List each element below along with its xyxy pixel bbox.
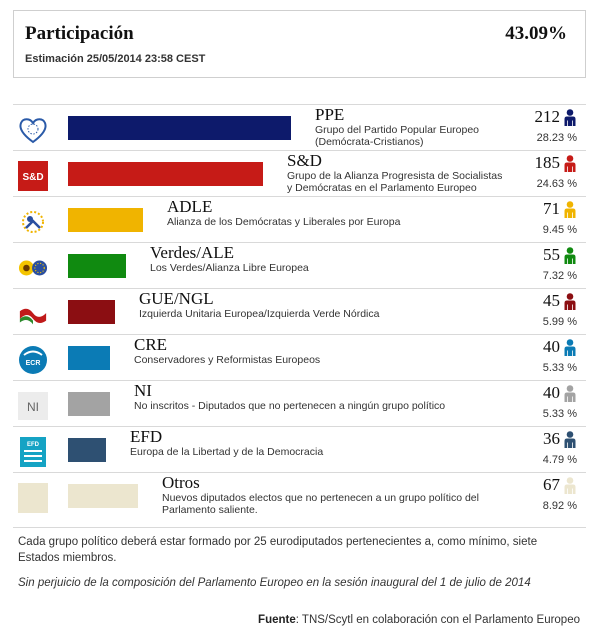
group-name-line1: Conservadores y Reformistas Europeos: [134, 354, 321, 366]
person-icon: [563, 155, 577, 172]
group-name-line1: Grupo del Partido Popular Europeo: [315, 124, 480, 136]
seat-count: 212: [534, 107, 561, 126]
seat-count: 40: [543, 383, 560, 402]
seat-count: 36: [543, 429, 560, 448]
group-name-line1: Europa de la Libertad y de la Democracia: [130, 446, 324, 458]
source-label: Fuente: [258, 614, 296, 626]
seat-share-bar: [68, 254, 126, 278]
group-code: S&D: [287, 151, 322, 170]
group-name-line2: (Demócrata-Cristianos): [315, 136, 424, 148]
seat-count: 71: [543, 199, 560, 218]
group-name-line1: Alianza de los Demócratas y Liberales po…: [167, 216, 401, 228]
seat-percentage: 4.79 %: [542, 454, 577, 466]
turnout-estimate: Estimación 25/05/2014 23:58 CEST: [25, 53, 206, 65]
group-code: ADLE: [167, 197, 213, 216]
group-name-line1: No inscritos - Diputados que no pertenec…: [134, 400, 446, 412]
group-row: GUE/NGL Izquierda Unitaria Europea/Izquie…: [13, 288, 586, 334]
svg-text:ECR: ECR: [26, 360, 41, 367]
seat-percentage: 5.99 %: [542, 316, 577, 328]
efd-logo-icon: EFD: [18, 437, 48, 467]
seat-share-bar: [68, 208, 143, 232]
group-row: Verdes/ALE Los Verdes/Alianza Libre Europ…: [13, 242, 586, 288]
group-row: S&D S&D Grupo de la Alianza Progresista de…: [13, 150, 586, 196]
alde-logo-icon: [18, 207, 48, 237]
group-name: Alianza de los Demócratas y Liberales po…: [167, 216, 400, 228]
seat-count: 40: [543, 337, 560, 356]
seat-percentage: 28.23 %: [536, 132, 577, 144]
group-row: NI NI No inscritos - Diputados que no pert…: [13, 380, 586, 426]
group-row: EFD EFD Europa de la Libertad y de la Demo…: [13, 426, 586, 472]
seat-count: 55: [543, 245, 560, 264]
person-icon: [563, 201, 577, 218]
person-icon: [563, 385, 577, 402]
group-name: Grupo de la Alianza Progresista de Socia…: [287, 170, 502, 194]
group-code: CRE: [134, 335, 168, 354]
group-code: NI: [134, 381, 152, 400]
group-name-line1: Los Verdes/Alianza Libre Europea: [150, 262, 309, 274]
group-name-line1: Izquierda Unitaria Europea/Izquierda Ver…: [139, 308, 380, 320]
group-row: ECR CRE Conservadores y Reformistas Europe…: [13, 334, 586, 380]
person-icon: [563, 431, 577, 448]
group-name: Izquierda Unitaria Europea/Izquierda Ver…: [139, 308, 379, 320]
seat-percentage: 5.33 %: [542, 362, 577, 374]
seat-percentage: 5.33 %: [542, 408, 577, 420]
turnout-value: 43.09%: [505, 23, 567, 44]
svg-text:EFD: EFD: [27, 442, 40, 448]
group-code: Verdes/ALE: [150, 243, 235, 262]
seat-share-bar: [68, 346, 110, 370]
seat-share-bar: [68, 392, 110, 416]
group-name: No inscritos - Diputados que no pertenec…: [134, 400, 445, 412]
composition-note: Cada grupo político deberá estar formado…: [18, 536, 538, 564]
group-row: PPE Grupo del Partido Popular Europeo (Dem…: [13, 104, 586, 150]
seat-share-bar: [68, 162, 263, 186]
seat-count: 45: [543, 291, 560, 310]
seat-percentage: 8.92 %: [542, 500, 577, 512]
group-row: Otros Nuevos diputados electos que no per…: [13, 472, 586, 528]
svg-text:S&D: S&D: [22, 172, 43, 183]
group-row: ADLE Alianza de los Demócratas y Liberale…: [13, 196, 586, 242]
group-name-line1: Nuevos diputados electos que no pertenec…: [162, 492, 479, 504]
person-icon: [563, 109, 577, 126]
group-name-line1: Grupo de la Alianza Progresista de Socia…: [287, 170, 503, 182]
svg-text:NI: NI: [27, 400, 39, 414]
group-name-line2: y Demócratas en el Parlamento Europeo: [287, 182, 477, 194]
others-logo-icon: [18, 483, 48, 513]
group-code: EFD: [130, 427, 163, 446]
seat-percentage: 7.32 %: [542, 270, 577, 282]
person-icon: [563, 247, 577, 264]
person-icon: [563, 293, 577, 310]
epp-heart-icon: [18, 115, 48, 145]
source-text: : TNS/Scytl en colaboración con el Parla…: [295, 614, 580, 626]
seat-share-bar: [68, 116, 291, 140]
seat-share-bar: [68, 438, 106, 462]
turnout-panel: Participación 43.09% Estimación 25/05/20…: [13, 10, 586, 78]
seat-percentage: 24.63 %: [536, 178, 577, 190]
sd-logo-icon: S&D: [18, 161, 48, 191]
seat-count: 67: [543, 475, 560, 494]
group-code: Otros: [162, 473, 200, 492]
greens-sunflower-icon: [18, 253, 48, 283]
turnout-title: Participación: [25, 23, 134, 44]
seat-percentage: 9.45 %: [542, 224, 577, 236]
ni-logo-icon: NI: [18, 391, 48, 421]
person-icon: [563, 339, 577, 356]
group-name: Grupo del Partido Popular Europeo (Demócr…: [315, 124, 479, 148]
seat-share-bar: [68, 300, 115, 324]
group-name: Los Verdes/Alianza Libre Europea: [150, 262, 309, 274]
group-name: Nuevos diputados electos que no pertenec…: [162, 492, 479, 516]
seat-count: 185: [534, 153, 561, 172]
political-groups-list: PPE Grupo del Partido Popular Europeo (Dem…: [13, 104, 586, 528]
disclaimer-note: Sin perjuicio de la composición del Parl…: [18, 577, 531, 589]
source-line: Fuente: TNS/Scytl en colaboración con el…: [258, 614, 580, 626]
group-code: GUE/NGL: [139, 289, 214, 308]
group-name-line2: Parlamento saliente.: [162, 504, 258, 516]
gue-flag-icon: [18, 299, 48, 329]
seat-share-bar: [68, 484, 138, 508]
person-icon: [563, 477, 577, 494]
ecr-logo-icon: ECR: [18, 345, 48, 375]
group-name: Europa de la Libertad y de la Democracia: [130, 446, 323, 458]
group-name: Conservadores y Reformistas Europeos: [134, 354, 320, 366]
group-code: PPE: [315, 105, 345, 124]
